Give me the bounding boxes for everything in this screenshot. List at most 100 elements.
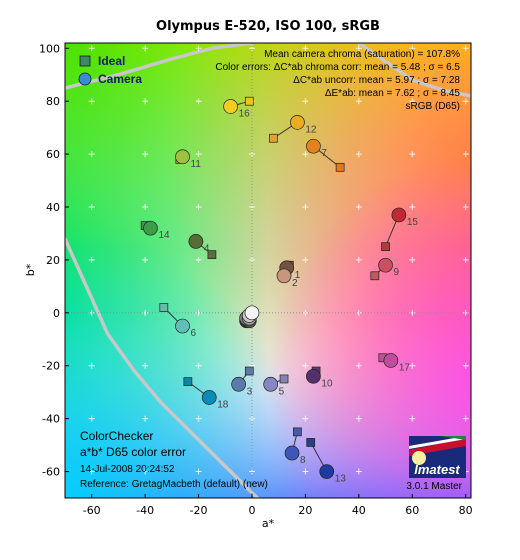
camera-point [201,390,217,405]
imatest-logo: Imatest 3.0.1 Master [406,436,466,492]
grid-cross [88,415,95,422]
neutral-point [244,305,260,321]
ideal-point [159,303,169,312]
grid-cross [355,151,362,158]
grid-cross [88,204,95,211]
logo-version: 3.0.1 Master [406,481,462,492]
patch-label: 9 [394,267,400,278]
grid-cross [355,98,362,105]
patch-label: 8 [300,455,306,466]
camera-point [223,99,238,114]
info-reference: Reference: GretagMacbeth (default) (new) [80,479,268,490]
annotation-chroma: Mean camera chroma (saturation) = 107.8% [264,49,460,60]
patch-label: 12 [305,124,317,135]
grid-cross [195,415,202,422]
patch-label: 13 [335,474,347,485]
y-tick-label: -40 [42,413,60,426]
y-tick-label: 100 [39,42,60,55]
grid-cross [409,415,416,422]
logo-text: Imatest [414,462,460,477]
ideal-point [268,133,278,143]
gamut-curve-1 [65,43,254,90]
camera-point [319,464,335,479]
x-axis-label: a* [262,517,275,530]
legend-ideal-marker [79,55,91,67]
patch-label: 16 [239,108,251,119]
patch-label: 6 [191,328,197,339]
legend-ideal-label: Ideal [98,54,125,68]
y-tick-label: -60 [42,466,60,479]
patch-label: 10 [321,378,333,389]
annotation-chroma-corr: Color errors: ΔC*ab chroma corr: mean = … [215,62,460,73]
x-tick-label: 0 [248,504,255,517]
camera-point [290,115,305,130]
y-tick-label: 40 [46,201,60,214]
camera-points [143,99,407,479]
x-tick-label: 40 [352,504,366,517]
grid-cross [409,45,416,52]
grid-cross [302,468,309,475]
legend-camera-label: Camera [98,72,142,86]
camera-point [306,138,321,154]
grid-cross [195,98,202,105]
camera-point [188,234,204,249]
camera-point [231,376,246,392]
grid-cross [142,415,149,422]
gamut-curve-2 [357,43,471,98]
x-tick-label: -40 [136,504,154,517]
annotation-delta-e: ΔE*ab: mean = 7.62 ; σ = 8.45 [325,88,461,99]
grid-cross [195,256,202,263]
chart-title: Olympus E-520, ISO 100, sRGB [156,19,380,34]
grid-cross [142,362,149,369]
patch-label: 3 [247,386,253,397]
patch-label: 7 [321,148,327,159]
zero-lines [65,43,471,498]
camera-point [175,149,190,165]
grid-cross [462,45,469,52]
camera-point [276,268,292,284]
grid-cross [302,98,309,105]
patch-label: 18 [217,399,229,410]
grid-cross [409,98,416,105]
info-block: ColorChecker a*b* D65 color error 14-Jul… [80,429,268,490]
grid-cross [88,151,95,158]
y-tick-label: 60 [46,148,60,161]
ideal-point [244,96,254,106]
ideal-point [306,438,316,447]
ideal-point [183,377,193,386]
grid-cross [88,362,95,369]
x-tick-label: -20 [190,504,208,517]
grid-cross [142,256,149,263]
y-tick-label: -20 [42,360,60,373]
y-tick-label: 0 [53,307,60,320]
grid-cross [88,256,95,263]
grid-cross [195,151,202,158]
patch-label: 14 [158,230,170,241]
grid-cross [195,45,202,52]
neutral-points [239,305,260,329]
x-tick-label: 60 [405,504,419,517]
grid-cross [355,362,362,369]
grid-cross [462,98,469,105]
grid-cross [462,415,469,422]
camera-point [306,368,321,384]
grid-cross [409,362,416,369]
x-tick-label: 80 [459,504,473,517]
patch-label: 2 [292,278,298,289]
ideal-point [279,374,289,384]
patch-label: 5 [279,386,285,397]
logo-circle-icon [412,451,426,465]
info-line2: a*b* D65 color error [80,445,186,459]
ideal-point [293,427,302,437]
x-tick-label: 20 [298,504,312,517]
camera-point [175,318,190,334]
grid-cross [88,98,95,105]
grid-cross [142,98,149,105]
ideal-point [381,242,390,252]
grid-cross [195,362,202,369]
grid-cross [462,204,469,211]
grid-cross [302,415,309,422]
camera-point [284,445,300,461]
